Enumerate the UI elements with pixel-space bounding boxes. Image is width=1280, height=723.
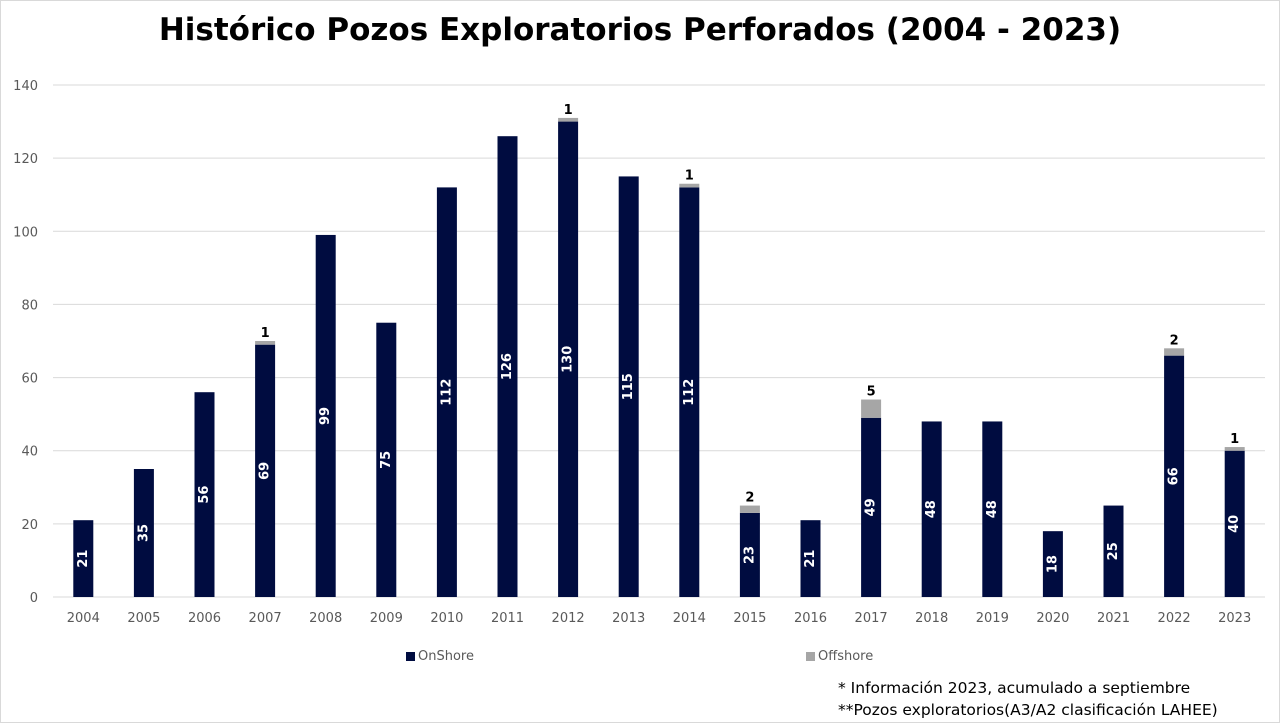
bar-offshore: [861, 399, 882, 418]
y-tick-label: 40: [21, 445, 38, 460]
x-tick-label: 2007: [249, 611, 282, 626]
data-label-onshore: 112: [439, 379, 454, 406]
y-tick-label: 120: [13, 152, 38, 167]
footnote-definition: **Pozos exploratorios(A3/A2 clasificació…: [838, 701, 1218, 719]
bar-onshore: [739, 512, 760, 597]
data-label-offshore: 1: [685, 169, 694, 184]
x-tick-label: 2023: [1218, 611, 1251, 626]
x-tick-label: 2010: [430, 611, 463, 626]
legend-label-onshore: OnShore: [418, 649, 474, 664]
x-tick-label: 2020: [1036, 611, 1069, 626]
bar-onshore: [133, 469, 154, 597]
data-label-offshore: 1: [261, 326, 270, 341]
data-label-onshore: 75: [379, 451, 394, 469]
bar-onshore: [800, 520, 821, 597]
data-label-offshore: 5: [867, 385, 876, 400]
bar-onshore: [982, 421, 1003, 597]
x-tick-label: 2005: [127, 611, 160, 626]
data-label-onshore: 126: [500, 353, 515, 380]
data-label-onshore: 35: [136, 524, 151, 542]
y-tick-label: 0: [30, 591, 38, 606]
x-tick-label: 2013: [612, 611, 645, 626]
x-tick-label: 2016: [794, 611, 827, 626]
bar-onshore: [1224, 450, 1245, 597]
data-label-offshore: 1: [564, 103, 573, 118]
data-label-onshore: 21: [76, 550, 91, 568]
legend-item-offshore: Offshore: [806, 649, 873, 664]
bar-onshore: [1042, 531, 1063, 597]
data-label-onshore: 66: [1167, 467, 1182, 485]
x-tick-label: 2004: [67, 611, 100, 626]
x-tick-label: 2018: [915, 611, 948, 626]
data-label-onshore: 23: [742, 546, 757, 564]
x-tick-label: 2006: [188, 611, 221, 626]
bar-offshore: [255, 341, 276, 345]
x-tick-label: 2019: [976, 611, 1009, 626]
x-tick-label: 2017: [855, 611, 888, 626]
data-label-onshore: 18: [1045, 555, 1060, 573]
data-label-onshore: 130: [561, 346, 576, 373]
bar-onshore: [315, 234, 336, 597]
y-tick-label: 140: [13, 79, 38, 94]
data-label-offshore: 1: [1230, 432, 1239, 447]
bar-onshore: [618, 176, 639, 597]
x-tick-label: 2021: [1097, 611, 1130, 626]
data-label-offshore: 2: [745, 491, 754, 506]
bar-onshore: [1103, 505, 1124, 597]
bar-onshore: [679, 187, 700, 597]
bar-offshore: [679, 183, 700, 188]
x-tick-label: 2011: [491, 611, 524, 626]
bar-onshore: [861, 417, 882, 597]
x-tick-label: 2015: [733, 611, 766, 626]
data-label-onshore: 25: [1106, 542, 1121, 560]
legend-swatch-onshore: [406, 652, 415, 661]
x-tick-label: 2008: [309, 611, 342, 626]
data-label-onshore: 21: [803, 550, 818, 568]
bar-offshore: [739, 505, 760, 513]
bar-onshore: [73, 520, 94, 597]
data-label-onshore: 56: [197, 486, 212, 504]
bar-onshore: [921, 421, 942, 597]
bar-offshore: [558, 117, 579, 122]
bar-offshore: [1224, 447, 1245, 451]
data-label-onshore: 115: [621, 373, 636, 400]
bar-onshore: [255, 344, 276, 597]
bar-offshore: [1164, 348, 1185, 356]
chart-title: Histórico Pozos Exploratorios Perforados…: [158, 12, 1122, 48]
footnote-2023: * Información 2023, acumulado a septiemb…: [838, 679, 1191, 697]
y-tick-label: 100: [13, 225, 38, 240]
data-label-onshore: 69: [258, 462, 273, 480]
y-tick-label: 80: [21, 298, 38, 313]
legend-label-offshore: Offshore: [818, 649, 874, 664]
legend-item-onshore: OnShore: [406, 649, 474, 664]
bar-onshore: [376, 322, 397, 597]
data-label-onshore: 99: [318, 407, 333, 425]
bar-onshore: [558, 121, 579, 598]
y-tick-label: 20: [21, 518, 38, 533]
data-label-onshore: 48: [985, 500, 1000, 518]
bar-onshore: [497, 136, 518, 597]
bar-onshore: [194, 392, 215, 597]
data-label-onshore: 49: [864, 498, 879, 516]
data-label-offshore: 2: [1170, 333, 1179, 348]
data-label-onshore: 48: [924, 500, 939, 518]
data-label-onshore: 112: [682, 379, 697, 406]
x-tick-label: 2014: [673, 611, 706, 626]
y-tick-label: 60: [21, 372, 38, 387]
x-tick-label: 2022: [1158, 611, 1191, 626]
bar-onshore: [436, 187, 457, 597]
legend-swatch-offshore: [806, 652, 815, 661]
bar-onshore: [1164, 355, 1185, 597]
data-label-onshore: 40: [1227, 515, 1242, 533]
x-tick-label: 2009: [370, 611, 403, 626]
x-tick-label: 2012: [552, 611, 585, 626]
